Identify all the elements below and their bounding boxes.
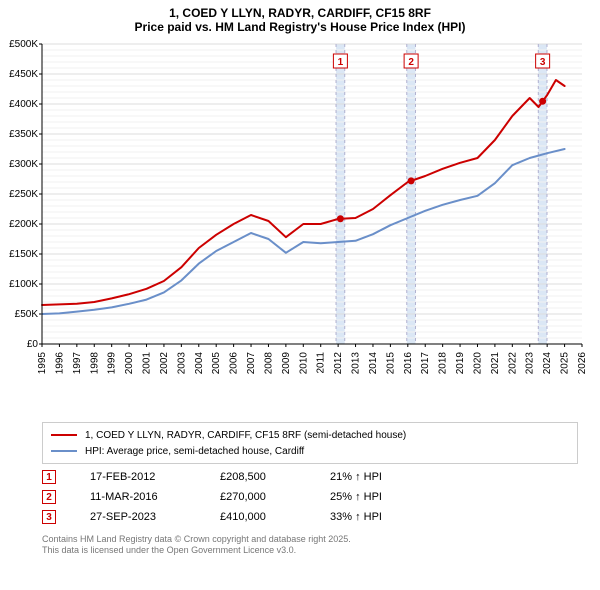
- svg-text:2003: 2003: [176, 352, 187, 375]
- sale-date: 27-SEP-2023: [90, 511, 220, 523]
- sale-marker: 1: [42, 470, 56, 484]
- footer-line1: Contains HM Land Registry data © Crown c…: [42, 534, 578, 545]
- svg-text:2019: 2019: [455, 352, 466, 375]
- svg-text:2013: 2013: [351, 352, 362, 375]
- sale-date: 17-FEB-2012: [90, 471, 220, 483]
- svg-text:£450K: £450K: [9, 69, 38, 80]
- sale-row: 2 11-MAR-2016£270,00025% ↑ HPI: [42, 490, 578, 504]
- svg-text:£150K: £150K: [9, 249, 38, 260]
- sale-marker: 3: [42, 510, 56, 524]
- svg-text:£250K: £250K: [9, 189, 38, 200]
- svg-text:1995: 1995: [37, 352, 48, 375]
- svg-text:2006: 2006: [229, 352, 240, 375]
- chart-area: £0 £50K £100K £150K £200K £250K £300K £350K £400…: [0, 34, 600, 414]
- legend-swatch: [51, 450, 77, 452]
- svg-text:£100K: £100K: [9, 279, 38, 290]
- sale-price: £410,000: [220, 511, 330, 523]
- legend: 1, COED Y LLYN, RADYR, CARDIFF, CF15 8RF…: [42, 422, 578, 464]
- svg-text:2022: 2022: [507, 352, 518, 375]
- svg-text:£300K: £300K: [9, 159, 38, 170]
- legend-item: HPI: Average price, semi-detached house,…: [51, 443, 569, 459]
- legend-label: 1, COED Y LLYN, RADYR, CARDIFF, CF15 8RF…: [85, 430, 406, 441]
- svg-text:£200K: £200K: [9, 219, 38, 230]
- sale-pct: 21% ↑ HPI: [330, 471, 578, 483]
- title-line1: 1, COED Y LLYN, RADYR, CARDIFF, CF15 8RF: [0, 6, 600, 20]
- svg-text:3: 3: [540, 57, 546, 68]
- sale-pct: 25% ↑ HPI: [330, 491, 578, 503]
- svg-text:£400K: £400K: [9, 99, 38, 110]
- sale-date: 11-MAR-2016: [90, 491, 220, 503]
- chart-header: 1, COED Y LLYN, RADYR, CARDIFF, CF15 8RF…: [0, 0, 600, 34]
- svg-text:£50K: £50K: [15, 309, 39, 320]
- svg-text:2012: 2012: [333, 352, 344, 375]
- svg-text:2016: 2016: [403, 352, 414, 375]
- svg-text:£0: £0: [27, 339, 39, 350]
- svg-text:£500K: £500K: [9, 39, 38, 50]
- svg-text:2021: 2021: [490, 352, 501, 375]
- sales-table: 1 17-FEB-2012£208,50021% ↑ HPI 2 11-MAR-201…: [0, 470, 600, 524]
- svg-text:2000: 2000: [124, 352, 135, 375]
- svg-text:1997: 1997: [72, 352, 83, 375]
- sale-price: £270,000: [220, 491, 330, 503]
- title-line2: Price paid vs. HM Land Registry's House …: [0, 20, 600, 34]
- svg-text:2: 2: [408, 57, 414, 68]
- svg-text:2026: 2026: [577, 352, 588, 375]
- sale-price: £208,500: [220, 471, 330, 483]
- svg-text:2015: 2015: [385, 352, 396, 375]
- svg-text:1: 1: [338, 57, 344, 68]
- svg-text:2001: 2001: [142, 352, 153, 375]
- svg-text:1996: 1996: [54, 352, 65, 375]
- footer-line2: This data is licensed under the Open Gov…: [42, 545, 578, 556]
- svg-text:2010: 2010: [298, 352, 309, 375]
- svg-text:2024: 2024: [542, 352, 553, 375]
- svg-text:2009: 2009: [281, 352, 292, 375]
- legend-item: 1, COED Y LLYN, RADYR, CARDIFF, CF15 8RF…: [51, 427, 569, 443]
- svg-text:1998: 1998: [89, 352, 100, 375]
- line-chart-svg: £0 £50K £100K £150K £200K £250K £300K £350K £400…: [0, 34, 600, 414]
- svg-text:2004: 2004: [194, 352, 205, 375]
- sale-row: 3 27-SEP-2023£410,00033% ↑ HPI: [42, 510, 578, 524]
- svg-text:2005: 2005: [211, 352, 222, 375]
- svg-text:2025: 2025: [560, 352, 571, 375]
- sale-marker: 2: [42, 490, 56, 504]
- svg-text:2011: 2011: [316, 352, 327, 374]
- svg-text:2007: 2007: [246, 352, 257, 375]
- sale-pct: 33% ↑ HPI: [330, 511, 578, 523]
- footer: Contains HM Land Registry data © Crown c…: [42, 534, 578, 556]
- sale-row: 1 17-FEB-2012£208,50021% ↑ HPI: [42, 470, 578, 484]
- svg-text:2020: 2020: [472, 352, 483, 375]
- svg-text:£350K: £350K: [9, 129, 38, 140]
- svg-text:2023: 2023: [525, 352, 536, 375]
- legend-swatch: [51, 434, 77, 436]
- svg-text:2017: 2017: [420, 352, 431, 375]
- svg-text:2008: 2008: [263, 352, 274, 375]
- svg-text:2014: 2014: [368, 352, 379, 375]
- legend-label: HPI: Average price, semi-detached house,…: [85, 446, 304, 457]
- svg-text:1999: 1999: [107, 352, 118, 375]
- svg-text:2002: 2002: [159, 352, 170, 375]
- svg-text:2018: 2018: [438, 352, 449, 375]
